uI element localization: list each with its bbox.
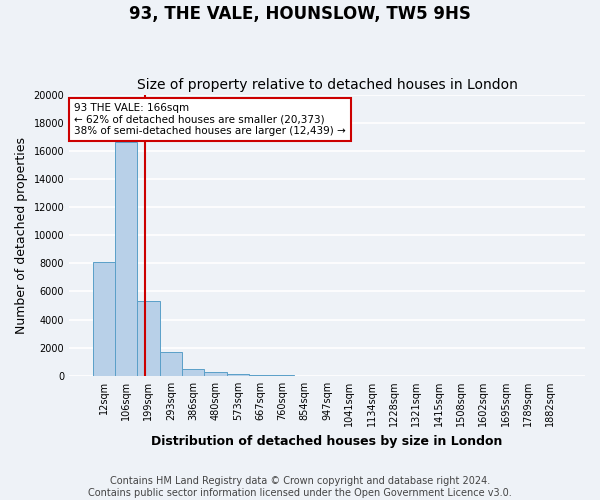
Bar (92, 262, 115, 376)
Bar (227, 374, 249, 376)
Bar (115, 142, 137, 376)
Title: Size of property relative to detached houses in London: Size of property relative to detached ho… (137, 78, 518, 92)
Bar (271, 375, 293, 376)
X-axis label: Distribution of detached houses by size in London: Distribution of detached houses by size … (151, 434, 503, 448)
Text: 93 THE VALE: 166sqm
← 62% of detached houses are smaller (20,373)
38% of semi-de: 93 THE VALE: 166sqm ← 62% of detached ho… (74, 103, 346, 136)
Bar (160, 352, 182, 376)
Bar (204, 372, 227, 376)
Bar (249, 374, 271, 376)
Y-axis label: Number of detached properties: Number of detached properties (15, 136, 28, 334)
Text: Contains HM Land Registry data © Crown copyright and database right 2024.
Contai: Contains HM Land Registry data © Crown c… (88, 476, 512, 498)
Text: 93, THE VALE, HOUNSLOW, TW5 9HS: 93, THE VALE, HOUNSLOW, TW5 9HS (129, 5, 471, 23)
Bar (182, 369, 204, 376)
Bar (137, 302, 160, 376)
